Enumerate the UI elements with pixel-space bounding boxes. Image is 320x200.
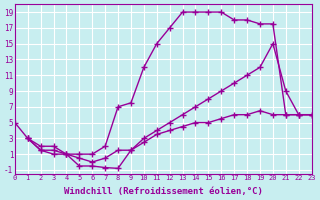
X-axis label: Windchill (Refroidissement éolien,°C): Windchill (Refroidissement éolien,°C) <box>64 187 263 196</box>
